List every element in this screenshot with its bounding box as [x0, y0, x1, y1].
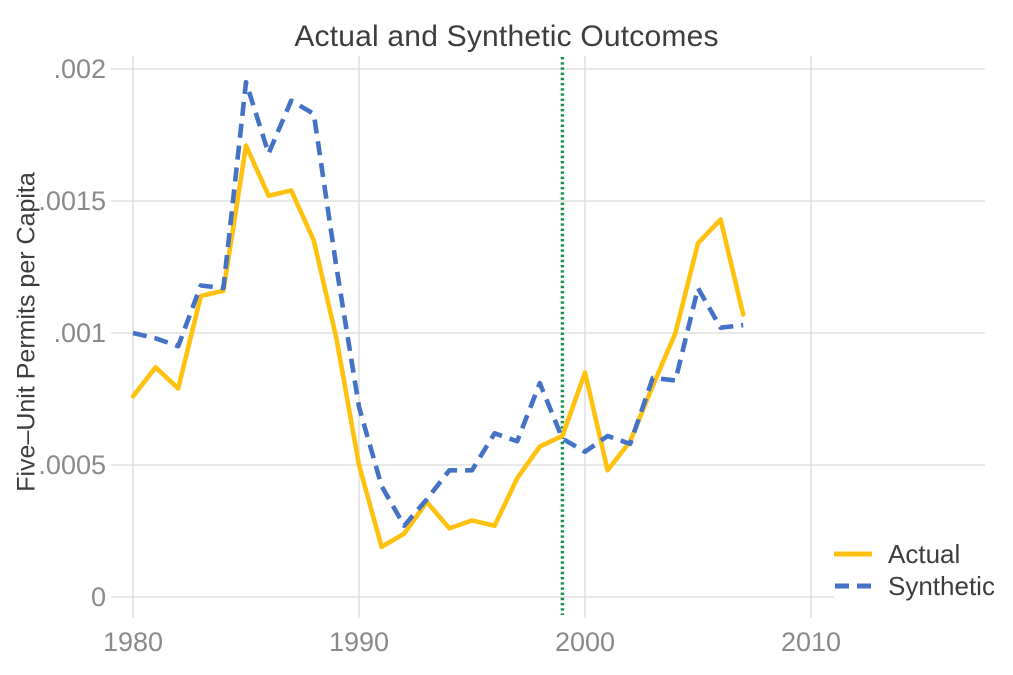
svg-text:2010: 2010 — [781, 627, 841, 657]
x-tick-labels: 1980 1990 2000 2010 — [103, 627, 841, 657]
svg-text:.002: .002 — [53, 54, 106, 84]
svg-text:.001: .001 — [53, 318, 106, 348]
legend-row-actual: Actual — [834, 541, 1006, 567]
legend: Actual Synthetic — [834, 535, 1006, 605]
legend-swatch-actual-icon — [834, 551, 872, 557]
svg-text:2000: 2000 — [555, 627, 615, 657]
legend-label-synthetic: Synthetic — [888, 571, 995, 601]
svg-text:.0005: .0005 — [38, 450, 106, 480]
actual-line — [130, 143, 746, 550]
svg-text:1980: 1980 — [103, 627, 163, 657]
legend-swatch-synthetic-icon — [835, 583, 871, 589]
y-tick-labels: 0 .0005 .001 .0015 .002 — [38, 54, 106, 612]
gridlines — [111, 56, 985, 618]
svg-text:.0015: .0015 — [38, 186, 106, 216]
synthetic-line — [132, 79, 744, 529]
legend-label-actual: Actual — [888, 539, 961, 569]
legend-row-synthetic: Synthetic — [834, 573, 1006, 599]
chart-title: Actual and Synthetic Outcomes — [294, 20, 719, 53]
y-axis-title: Five–Unit Permits per Capita — [12, 172, 41, 492]
svg-text:1990: 1990 — [329, 627, 389, 657]
svg-text:0: 0 — [91, 582, 106, 612]
